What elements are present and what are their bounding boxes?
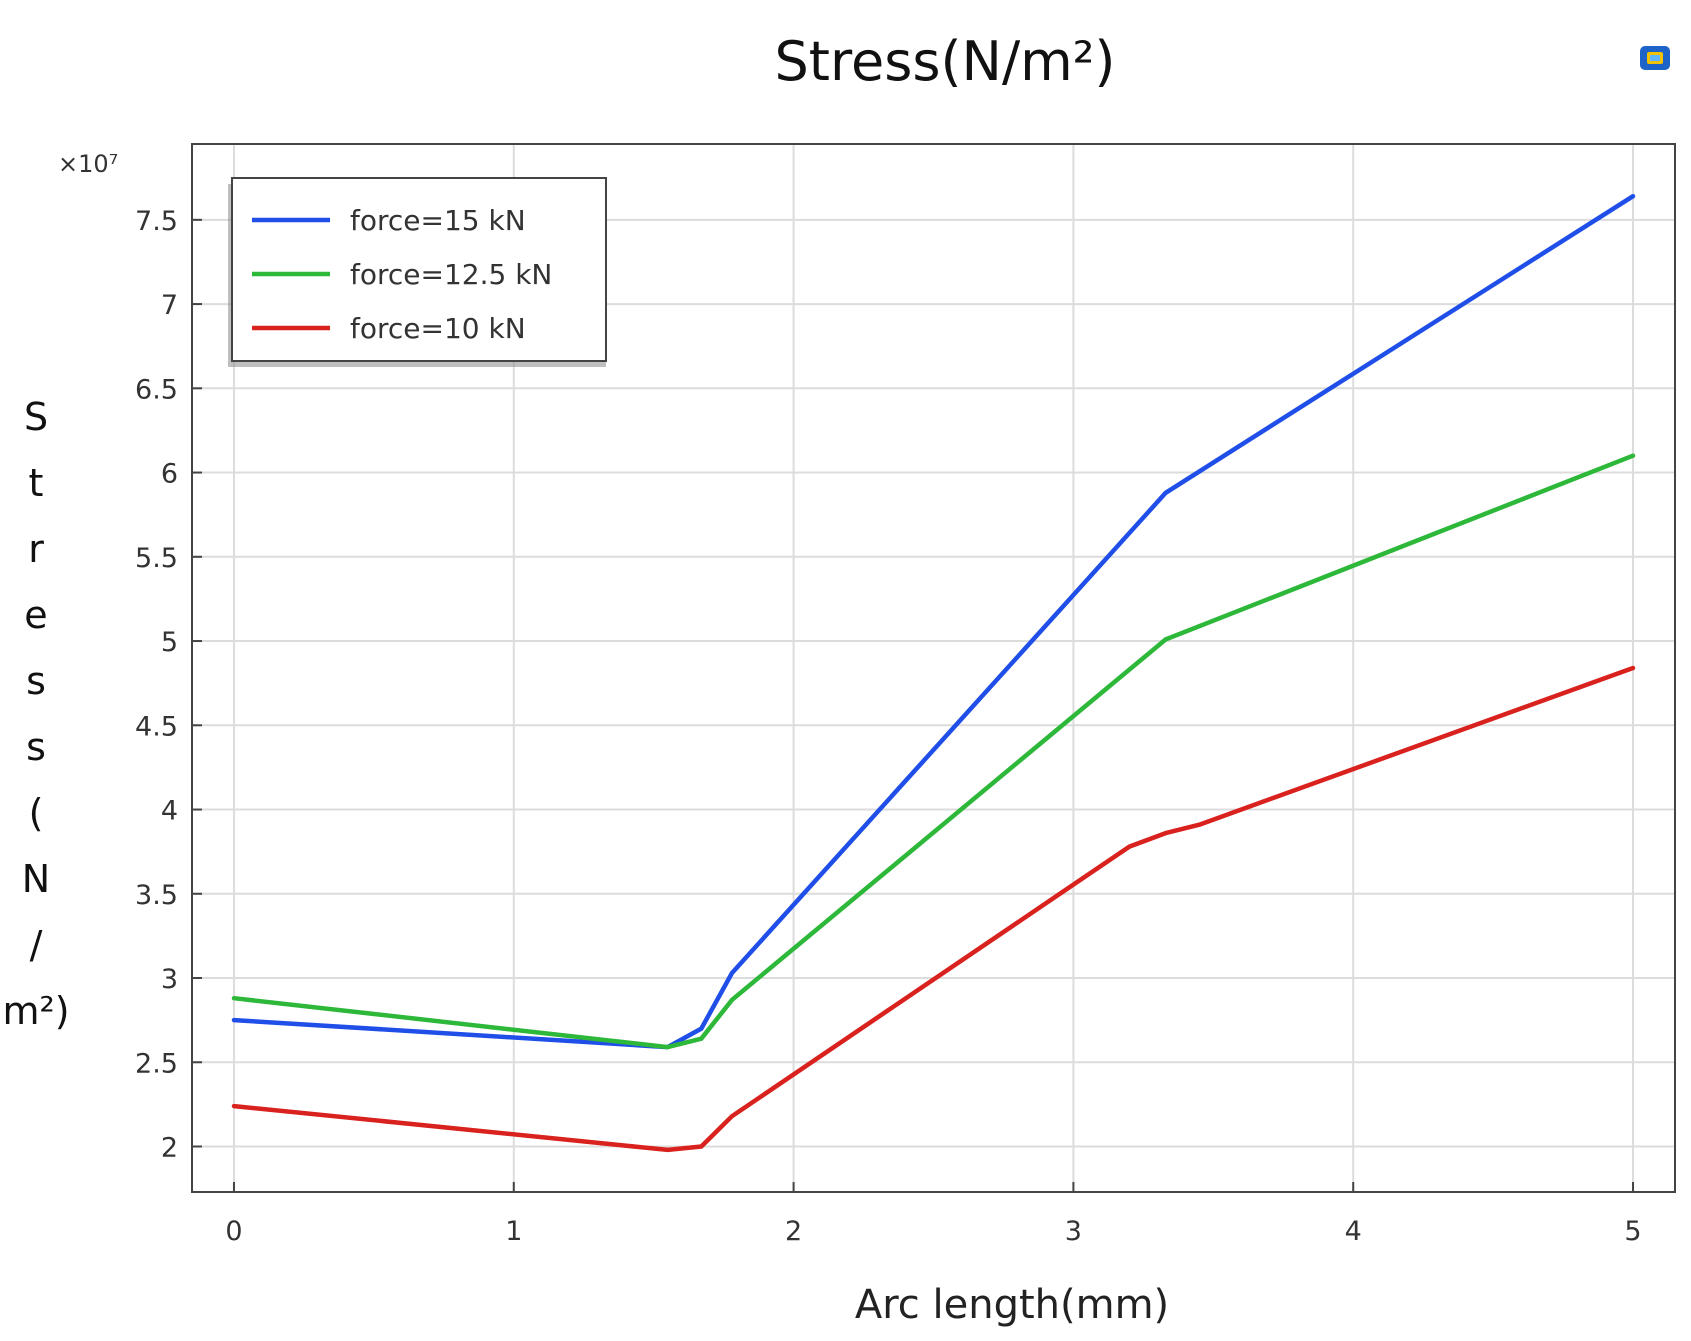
legend-label: force=10 kN	[350, 312, 526, 345]
y-axis-label-char: s	[26, 659, 46, 703]
y-axis-label-char: /	[30, 923, 43, 967]
y-tick-label: 2.5	[135, 1048, 178, 1079]
y-tick-label: 6	[161, 459, 178, 490]
legend-label: force=12.5 kN	[350, 258, 552, 291]
y-axis-label-char: e	[24, 593, 47, 637]
x-tick-label: 0	[225, 1216, 242, 1247]
y-axis-label-char: S	[24, 395, 48, 439]
series-line	[231, 665, 1636, 1153]
x-tick-label: 5	[1624, 1216, 1641, 1247]
app-logo-icon	[1640, 46, 1670, 70]
y-tick-label: 5.5	[135, 543, 178, 574]
y-axis-multiplier: ×10⁷	[58, 150, 118, 178]
y-axis-label-char: r	[28, 527, 44, 571]
x-axis-label: Arc length(mm)	[855, 1282, 1169, 1328]
y-tick-label: 3	[161, 964, 178, 995]
y-axis-label-char: s	[26, 725, 46, 769]
y-tick-label: 4	[161, 796, 178, 827]
legend: force=15 kN force=12.5 kN force=10 kN	[228, 177, 607, 367]
y-tick-label: 3.5	[135, 880, 178, 911]
y-tick-label: 4.5	[135, 711, 178, 742]
y-tick-label: 6.5	[135, 374, 178, 405]
chart-title: Stress(N/m²)	[775, 30, 1116, 93]
y-axis-label-char: m²)	[2, 989, 69, 1033]
y-axis-label-char: t	[29, 461, 44, 505]
y-tick-label: 7.5	[135, 206, 178, 237]
y-axis-label-char: N	[22, 857, 50, 901]
x-tick-label: 4	[1345, 1216, 1362, 1247]
grid	[192, 144, 1675, 1192]
y-tick-label: 5	[161, 627, 178, 658]
plot-frame	[191, 143, 1676, 1193]
series-layer	[231, 193, 1636, 1153]
y-tick-label: 2	[161, 1133, 178, 1164]
axis-ticks: 0 1 2 3 4 5 2 2.5 3 3.5 4 4.5 5 5.5 6 6.5 7 7.5	[135, 206, 1642, 1247]
x-tick-label: 2	[785, 1216, 802, 1247]
x-tick-label: 3	[1065, 1216, 1082, 1247]
legend-label: force=15 kN	[350, 204, 526, 237]
x-tick-label: 1	[505, 1216, 522, 1247]
series-line	[231, 193, 1636, 1050]
series-line	[231, 453, 1636, 1050]
y-axis-label: Stress(N/m²)	[2, 395, 69, 1033]
y-axis-label-char: (	[29, 791, 44, 835]
y-tick-label: 7	[161, 290, 178, 321]
